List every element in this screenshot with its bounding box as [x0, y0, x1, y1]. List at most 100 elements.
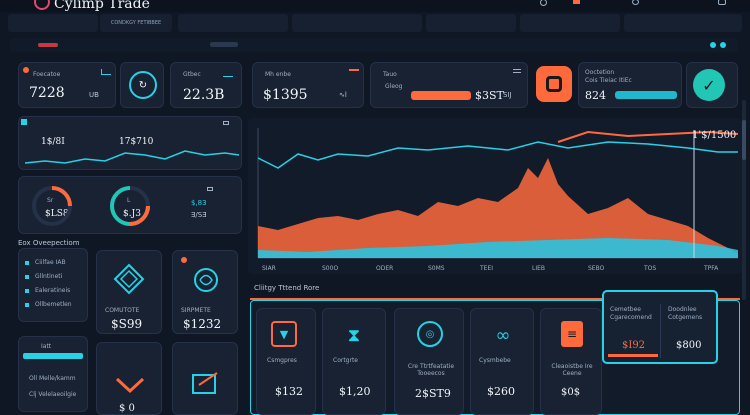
- bottom-card-4-value: $260: [487, 385, 515, 398]
- bottom-card-3-icon: ◎: [417, 321, 443, 347]
- main-chart-x-label: SIAR: [262, 265, 276, 272]
- stat-card-6[interactable]: Ooctetion Cois Tieiac ItiEc 824: [578, 62, 682, 108]
- popup-left-sub: Cgarecomend: [610, 314, 652, 321]
- mini-chart-card[interactable]: 1$/8I 17$710: [18, 116, 242, 170]
- main-chart-line-cyan: [258, 142, 738, 168]
- left-list2-card[interactable]: Iatt Oll Melle/kamm Clj Velelaeoilgie: [18, 336, 88, 412]
- bottom-card-1-label: Csmgpres: [267, 357, 297, 364]
- bottom-card-1[interactable]: ▼ Csmgpres $132: [256, 308, 316, 415]
- stat-card-4-sub: ∿l: [339, 91, 347, 99]
- sub-toolbar-tab[interactable]: [210, 42, 238, 47]
- user-icon[interactable]: [718, 0, 726, 5]
- stat-card-1[interactable]: Foecatoe 7228 UB: [18, 62, 116, 108]
- stat-card-4-trend-icon: [349, 69, 359, 75]
- bottom-card-5[interactable]: ≡ Cleaoistbe Ire Ceene $0$: [540, 308, 602, 415]
- bottom-card-4-label: Cysmbebe: [479, 357, 511, 364]
- box-arrow-icon: [189, 369, 221, 399]
- alert-icon[interactable]: [573, 0, 580, 4]
- stat-card-6-value: 824: [585, 89, 606, 102]
- popup-left-title: Cemetbee: [610, 306, 641, 313]
- left-metric-card-2-dot-icon: [181, 257, 187, 263]
- nav-tab-2[interactable]: CONDKGY FETIBBEE: [100, 14, 172, 32]
- bottom-card-2-value: $1,20: [339, 385, 371, 398]
- nav-tab-1[interactable]: [8, 14, 98, 32]
- bottom-card-2-icon: ⧗: [343, 321, 365, 349]
- popup-right-value: $800: [676, 340, 701, 351]
- stat-card-3[interactable]: Gtbec 22.3B: [170, 62, 242, 108]
- main-chart-x-label: SEBO: [588, 265, 605, 272]
- stat-card-3-spark-icon: [223, 71, 233, 77]
- nav-tab-6[interactable]: [520, 14, 620, 32]
- main-chart-value-label: 1'$/1500: [692, 130, 736, 141]
- popup-left-value: $I92: [622, 340, 645, 351]
- bottom-card-4-icon: ∞: [489, 321, 517, 349]
- stat-card-6-logo-icon[interactable]: [536, 66, 572, 102]
- left-list2-title: Iatt: [41, 343, 51, 350]
- stat-card-2-icon: ↻: [129, 71, 157, 99]
- stat-card-2[interactable]: ↻: [120, 62, 164, 108]
- popup-left-bar: [608, 354, 658, 357]
- left-list-item-1[interactable]: Ciilfae IAB: [35, 259, 66, 266]
- mini-chart-svg: [25, 123, 239, 169]
- nav-tab-5[interactable]: [426, 14, 516, 32]
- sub-toolbar-dot-icon[interactable]: [710, 42, 716, 48]
- popup-right-title: Doodnlee: [668, 306, 697, 313]
- stat-card-1-sub: UB: [89, 91, 99, 99]
- stat-card-5-sub: SIJ: [503, 91, 512, 99]
- gauge-options-icon: [207, 187, 213, 191]
- left-list2-item-2[interactable]: Clj Velelaeoilgie: [29, 391, 76, 398]
- popup-panel[interactable]: Cemetbee Cgarecomend Doodnlee Cotgemens …: [602, 290, 718, 364]
- left-list-item-4[interactable]: Ollbemetlen: [35, 301, 72, 308]
- gauge-2-ring-icon: [107, 183, 153, 229]
- left-metric-card-3[interactable]: $ 0: [96, 342, 162, 415]
- bottom-card-5-icon: ≡: [561, 321, 583, 347]
- main-chart-x-label: TOS: [643, 265, 656, 272]
- stat-card-6-bar: [615, 91, 677, 99]
- chevron-shield-icon: [115, 369, 145, 399]
- diamond-icon: [113, 263, 145, 295]
- stat-card-1-label: Foecatoe: [33, 71, 60, 78]
- gauge-2-label: L: [127, 197, 130, 204]
- sub-toolbar-accent[interactable]: [38, 43, 58, 47]
- left-list-card[interactable]: Ciilfae IAB Gllntineti Ealeratineis Ollb…: [18, 248, 88, 322]
- left-list-item-2[interactable]: Gllntineti: [35, 273, 62, 280]
- main-chart-x-label: S00O: [322, 265, 338, 272]
- left-metric-card-4[interactable]: [172, 342, 238, 415]
- swirl-icon: [191, 265, 221, 295]
- right-scrollbar-thumb[interactable]: [742, 120, 746, 160]
- left-list2-bar: [23, 353, 83, 359]
- nav-tab-4[interactable]: [292, 14, 422, 32]
- left-list2-item-1[interactable]: Oll Melle/kamm: [29, 375, 76, 382]
- left-list-bullet-icon: [25, 289, 29, 293]
- stat-card-7[interactable]: ✓: [686, 62, 738, 108]
- bottom-card-4[interactable]: ∞ Cysmbebe $260: [470, 308, 534, 415]
- brand-name[interactable]: Cylimp Trade: [54, 0, 150, 12]
- stat-card-6-caption: Cois Tieiac ItiEc: [585, 77, 632, 84]
- bottom-card-2[interactable]: ⧗ Cortgrte $1,20: [322, 308, 386, 415]
- left-metric-card-2[interactable]: SIRPMETE $1232: [172, 250, 238, 334]
- stat-card-1-spark-icon: [101, 69, 111, 75]
- stat-card-3-label: Gtbec: [183, 71, 201, 78]
- main-chart-x-label: TPFA: [703, 265, 719, 272]
- stat-card-5[interactable]: Tauo Gleog $3ST SIJ: [370, 62, 528, 108]
- stat-card-5-bar: [411, 91, 471, 100]
- gauge-side-bottom: Ǝ/SƎ: [191, 211, 207, 219]
- left-metric-card-2-label: SIRPMETE: [181, 307, 211, 314]
- left-list-bullet-icon: [25, 275, 29, 279]
- left-list-item-3[interactable]: Ealeratineis: [35, 287, 70, 294]
- left-metric-card-1[interactable]: COMUTOTE $S99: [96, 250, 162, 334]
- stat-card-4[interactable]: Mh enbe $1395 ∿l: [252, 62, 364, 108]
- mini-chart-line: [25, 151, 239, 163]
- left-list-bullet-icon: [25, 303, 29, 307]
- stat-card-1-dot-icon: [23, 67, 29, 73]
- gauge-card[interactable]: Sr $LS8 L $.J3 $,83 Ǝ/SƎ: [18, 176, 242, 234]
- bottom-card-5-value: $0$: [561, 387, 580, 398]
- bottom-card-2-label: Cortgrte: [333, 357, 358, 364]
- main-chart-x-label: LIEB: [532, 265, 545, 272]
- nav-tab-3[interactable]: [178, 14, 288, 32]
- bottom-card-3[interactable]: ◎ Cre Ttrtfeatatie Tooeecos 2$ST9: [394, 308, 464, 415]
- nav-tab-7[interactable]: [624, 14, 742, 32]
- sub-toolbar-dot2-icon[interactable]: [720, 42, 726, 48]
- trend-title: Cliitgy Tttend Rore: [254, 284, 319, 292]
- stat-card-5-caption: Gleog: [385, 83, 403, 90]
